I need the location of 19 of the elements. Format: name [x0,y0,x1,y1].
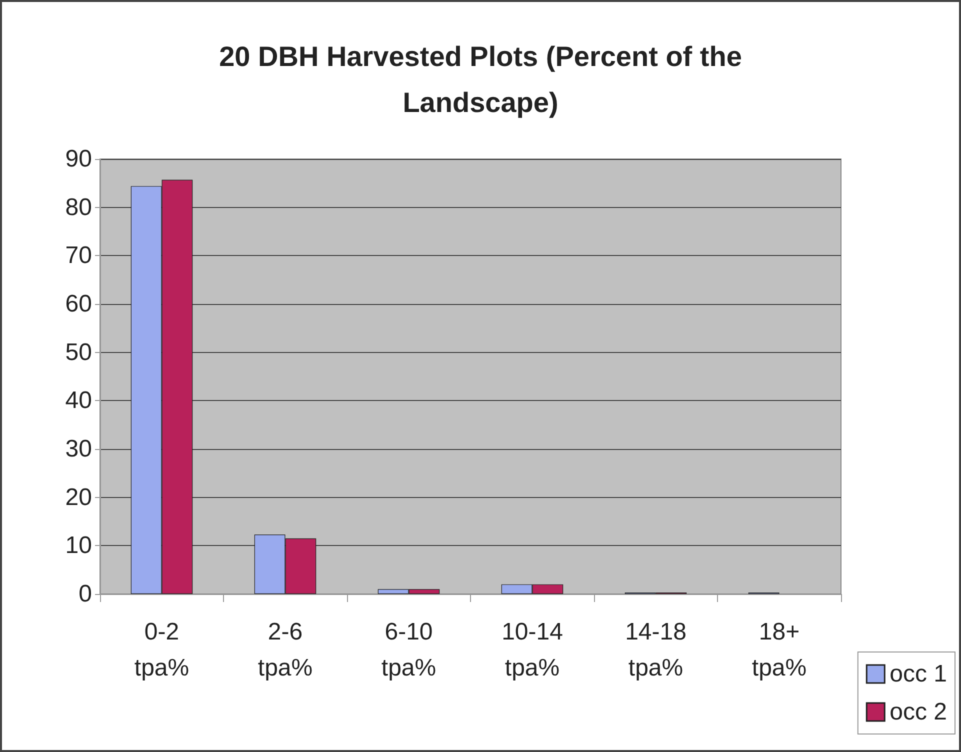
y-tick-label: 0 [78,580,92,608]
chart-title: 20 DBH Harvested Plots (Percent of the Landscape) [218,40,743,120]
x-tick-label: 14-18 tpa% [625,618,686,682]
y-tick-label: 90 [65,146,92,172]
x-tick-label: 18+ tpa% [752,618,807,682]
x-tick-label: 2-6 tpa% [258,618,313,682]
y-tick-label: 10 [65,532,92,560]
y-tick-label: 40 [65,387,92,414]
x-tick-label: 10-14 tpa% [502,618,563,682]
y-tick-label: 20 [65,484,92,511]
y-tick-label: 80 [65,194,92,221]
y-tick-label: 70 [65,242,92,270]
x-tick-label: 6-10 tpa% [381,618,436,682]
legend-label: occ 2 [890,698,948,726]
legend-label: occ 1 [890,660,948,688]
x-tick-label: 0-2 tpa% [134,618,190,682]
y-tick-label: 60 [65,290,92,318]
y-tick-label: 30 [65,436,92,462]
y-tick-label: 50 [65,338,92,366]
